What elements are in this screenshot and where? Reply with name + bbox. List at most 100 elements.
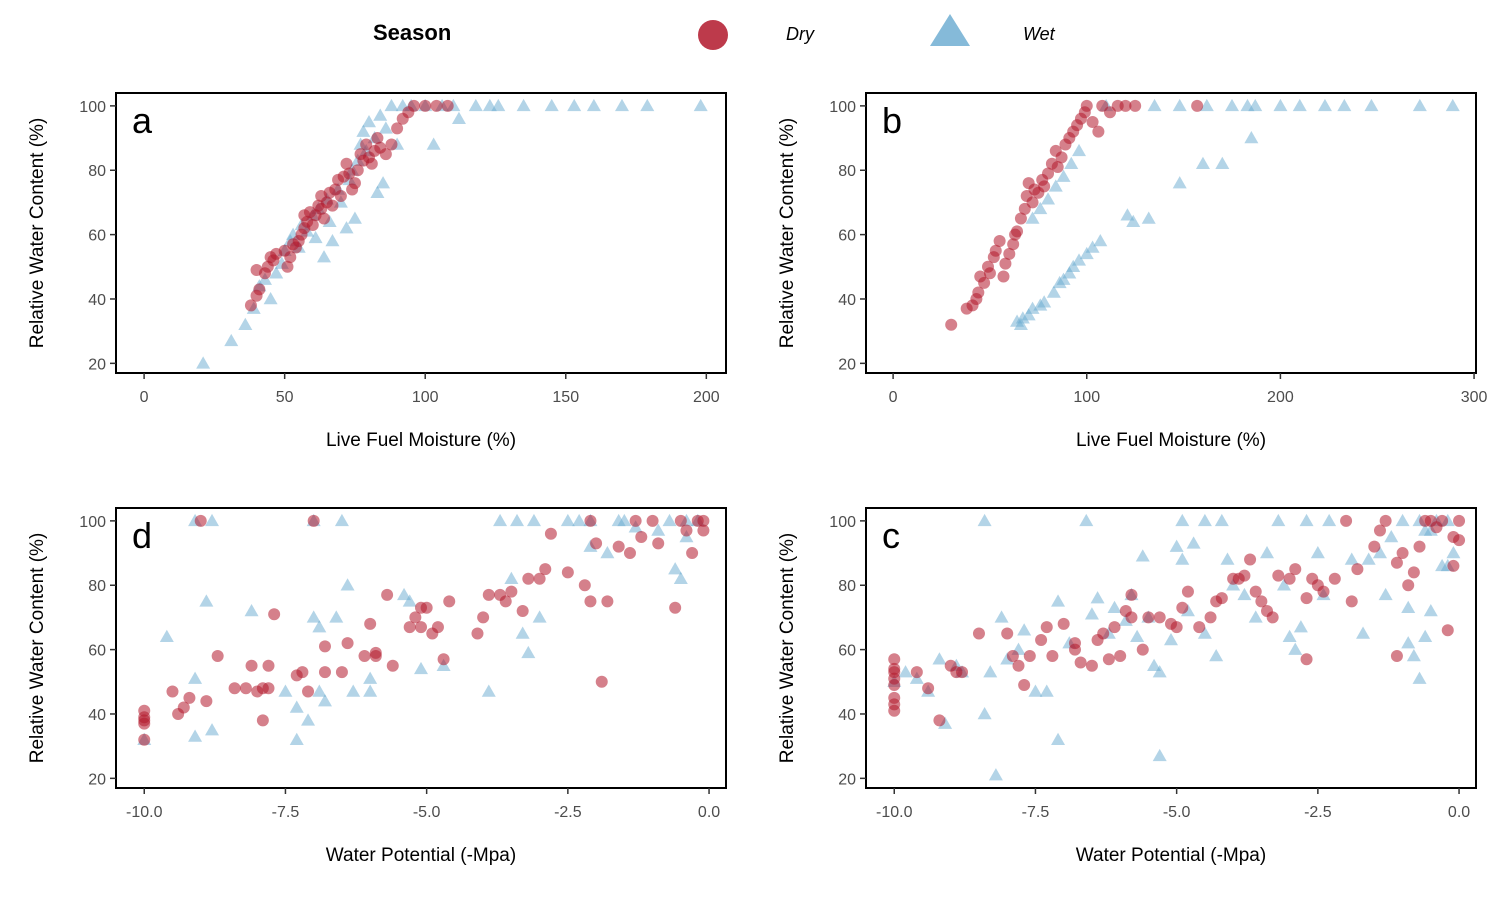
point-dry [391, 122, 404, 135]
point-wet [1337, 98, 1352, 112]
point-dry [431, 621, 444, 634]
y-tick-label: 100 [829, 514, 856, 531]
point-dry [956, 666, 969, 679]
point-dry [403, 621, 416, 634]
point-dry [1396, 547, 1409, 560]
point-dry [1003, 247, 1016, 260]
point-dry [1238, 569, 1251, 582]
point-wet [1418, 523, 1433, 536]
point-wet [544, 98, 559, 112]
point-dry [318, 212, 331, 225]
point-wet [1273, 98, 1288, 112]
point-wet [1141, 211, 1156, 224]
point-wet [526, 513, 541, 527]
point-dry [281, 260, 294, 273]
x-axis-title: Live Fuel Moisture (%) [1076, 430, 1266, 451]
point-wet [1120, 208, 1135, 221]
point-wet [572, 513, 587, 527]
point-wet [356, 124, 371, 137]
panel-d: -10.0 -7.5 -5.0 -2.5 0.0 20 40 60 80 100 Water Pot… [27, 507, 727, 866]
point-wet [188, 671, 203, 684]
point-wet [1126, 214, 1141, 227]
point-dry [674, 514, 687, 527]
point-wet [373, 108, 388, 121]
point-dry [539, 563, 552, 576]
point-wet [1172, 176, 1187, 189]
point-dry [296, 666, 309, 679]
x-tick-label: 200 [1267, 389, 1294, 406]
x-tick-label: 0 [889, 389, 898, 406]
point-dry [1453, 514, 1466, 527]
point-dry [166, 685, 179, 698]
y-tick-label: 100 [829, 99, 856, 116]
point-dry [697, 514, 710, 527]
point-wet [1401, 636, 1416, 649]
point-wet [977, 706, 992, 720]
point-dry [437, 653, 450, 666]
point-wet [426, 137, 441, 150]
point-wet [334, 513, 349, 527]
point-wet [1395, 513, 1410, 527]
point-wet [1017, 623, 1032, 636]
point-dry [516, 604, 529, 617]
point-dry [1001, 627, 1014, 640]
point-dry [1097, 627, 1110, 640]
panel-b: 0 100 200 300 20 40 60 80 100 Live Fuel Moisture … [777, 92, 1488, 451]
point-dry [335, 666, 348, 679]
point-dry [443, 595, 456, 608]
point-wet [238, 317, 253, 330]
panel-letter: a [132, 100, 153, 141]
x-tick-label: -7.5 [272, 804, 300, 821]
y-tick-label: 80 [838, 578, 856, 595]
x-tick-label: -5.0 [413, 804, 441, 821]
point-dry [1351, 563, 1364, 576]
point-dry [1026, 196, 1039, 209]
point-dry [1345, 595, 1358, 608]
point-wet [651, 523, 666, 536]
x-tick-label: 50 [276, 389, 294, 406]
point-wet [346, 684, 361, 697]
point-wet [1051, 594, 1066, 607]
point-dry [1023, 650, 1036, 663]
point-dry [989, 244, 1002, 257]
x-tick-label: 300 [1461, 389, 1488, 406]
point-dry [1300, 592, 1313, 605]
point-wet [468, 98, 483, 112]
point-wet [1079, 513, 1094, 527]
point-wet [1130, 629, 1145, 642]
point-dry [441, 99, 454, 112]
point-wet [1195, 156, 1210, 170]
point-wet [1079, 246, 1094, 260]
point-wet [363, 684, 378, 697]
point-dry [183, 691, 196, 704]
y-tick-label: 40 [88, 707, 106, 724]
point-dry [1328, 572, 1341, 585]
point-wet [898, 665, 913, 678]
point-dry [646, 514, 659, 527]
point-wet [1282, 629, 1297, 642]
point-wet [1037, 295, 1052, 308]
point-wet [325, 234, 340, 247]
point-wet [640, 98, 655, 112]
point-dry [1204, 611, 1217, 624]
point-wet [1084, 607, 1099, 620]
y-axis-title: Relative Water Content (%) [777, 118, 798, 349]
point-dry [1215, 592, 1228, 605]
point-wet [312, 620, 327, 633]
point-wet [188, 729, 203, 742]
point-dry [1390, 556, 1403, 569]
point-wet [1288, 642, 1303, 655]
point-dry [1114, 650, 1127, 663]
point-wet [1361, 552, 1376, 565]
point-wet [1090, 591, 1105, 604]
point-wet [199, 594, 214, 607]
point-dry [340, 157, 353, 170]
point-wet [1372, 546, 1387, 559]
point-dry [482, 588, 495, 601]
point-wet [289, 700, 304, 713]
point-wet [510, 513, 525, 527]
point-wet [347, 211, 362, 224]
point-wet [1310, 546, 1325, 559]
y-tick-label: 100 [79, 99, 106, 116]
point-wet [1172, 98, 1187, 112]
